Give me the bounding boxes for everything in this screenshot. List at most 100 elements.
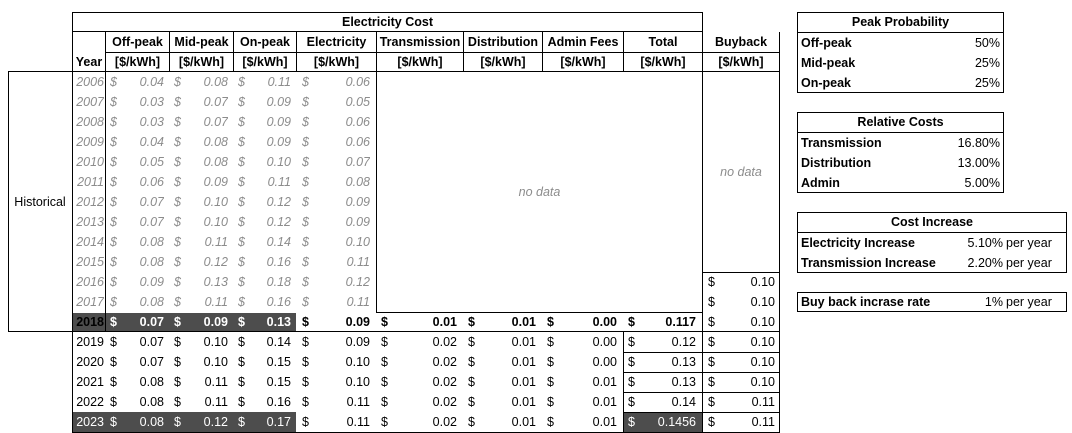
mid-value[interactable]: 0.11 <box>204 395 228 409</box>
currency-symbol[interactable]: $ <box>174 255 181 269</box>
year-cell[interactable]: 2015 <box>76 255 104 269</box>
trans-value[interactable]: 0.02 <box>432 415 457 429</box>
currency-symbol[interactable]: $ <box>302 295 309 309</box>
unit-header[interactable]: [$/kWh] <box>718 55 764 69</box>
side-label[interactable]: Transmission <box>801 136 882 150</box>
year-cell[interactable]: 2012 <box>76 195 104 209</box>
unit-header[interactable]: [$/kWh] <box>480 55 526 69</box>
currency-symbol[interactable]: $ <box>302 195 309 209</box>
trans-value[interactable]: 0.02 <box>432 335 457 349</box>
currency-symbol[interactable]: $ <box>110 335 117 349</box>
off-value[interactable]: 0.09 <box>139 275 164 289</box>
currency-symbol[interactable]: $ <box>110 355 117 369</box>
unit-header[interactable]: [$/kWh] <box>242 55 288 69</box>
currency-symbol[interactable]: $ <box>302 255 309 269</box>
side-label[interactable]: On-peak <box>801 76 852 90</box>
elec-value[interactable]: 0.05 <box>345 95 370 109</box>
total-header[interactable]: Total <box>648 35 678 49</box>
currency-symbol[interactable]: $ <box>238 115 245 129</box>
currency-symbol[interactable]: $ <box>302 315 309 329</box>
buyback-value[interactable]: 0.10 <box>750 375 775 389</box>
buyback-value[interactable]: 0.11 <box>751 395 775 409</box>
currency-symbol[interactable]: $ <box>110 315 117 329</box>
currency-symbol[interactable]: $ <box>238 315 245 329</box>
mid-value[interactable]: 0.10 <box>203 355 228 369</box>
off-value[interactable]: 0.04 <box>139 75 164 89</box>
currency-symbol[interactable]: $ <box>302 215 309 229</box>
on-value[interactable]: 0.16 <box>266 295 291 309</box>
mid-value[interactable]: 0.10 <box>203 215 228 229</box>
off-value[interactable]: 0.07 <box>139 355 164 369</box>
off-value[interactable]: 0.08 <box>139 375 164 389</box>
unit-header[interactable]: [$/kWh] <box>640 55 686 69</box>
currency-symbol[interactable]: $ <box>302 375 309 389</box>
mid-value[interactable]: 0.08 <box>203 75 228 89</box>
mid-value[interactable]: 0.12 <box>203 415 228 429</box>
table-title[interactable]: Electricity Cost <box>341 15 433 29</box>
year-cell[interactable]: 2009 <box>76 135 104 149</box>
currency-symbol[interactable]: $ <box>110 215 117 229</box>
currency-symbol[interactable]: $ <box>547 335 554 349</box>
on-value[interactable]: 0.18 <box>266 275 291 289</box>
side-value[interactable]: 50% <box>974 36 1000 50</box>
total-value[interactable]: 0.14 <box>671 395 696 409</box>
currency-symbol[interactable]: $ <box>174 375 181 389</box>
currency-symbol[interactable]: $ <box>238 395 245 409</box>
year-cell[interactable]: 2008 <box>76 115 104 129</box>
off-value[interactable]: 0.07 <box>139 195 164 209</box>
off-value[interactable]: 0.08 <box>139 415 164 429</box>
off-value[interactable]: 0.08 <box>139 395 164 409</box>
currency-symbol[interactable]: $ <box>174 135 181 149</box>
elec-value[interactable]: 0.06 <box>345 75 370 89</box>
currency-symbol[interactable]: $ <box>547 315 554 329</box>
currency-symbol[interactable]: $ <box>174 155 181 169</box>
total-value[interactable]: 0.13 <box>671 355 696 369</box>
currency-symbol[interactable]: $ <box>238 175 245 189</box>
distribution-header[interactable]: Distribution <box>467 35 539 49</box>
currency-symbol[interactable]: $ <box>628 315 635 329</box>
off-value[interactable]: 0.06 <box>139 175 164 189</box>
off-value[interactable]: 0.07 <box>139 335 164 349</box>
currency-symbol[interactable]: $ <box>547 375 554 389</box>
mid-value[interactable]: 0.13 <box>203 275 228 289</box>
on-value[interactable]: 0.15 <box>266 375 291 389</box>
side-label[interactable]: Mid-peak <box>801 56 856 70</box>
currency-symbol[interactable]: $ <box>468 415 475 429</box>
currency-symbol[interactable]: $ <box>174 295 181 309</box>
side-value[interactable]: 25% <box>974 76 1000 90</box>
year-cell[interactable]: 2022 <box>76 395 104 409</box>
side-value[interactable]: 2.20% <box>967 256 1003 270</box>
currency-symbol[interactable]: $ <box>238 335 245 349</box>
mid-value[interactable]: 0.09 <box>203 175 228 189</box>
currency-symbol[interactable]: $ <box>174 215 181 229</box>
elec-value[interactable]: 0.08 <box>345 175 370 189</box>
historical-label[interactable]: Historical <box>14 195 66 209</box>
year-cell[interactable]: 2018 <box>76 315 104 329</box>
year-cell[interactable]: 2010 <box>76 155 104 169</box>
mid-value[interactable]: 0.12 <box>203 255 228 269</box>
year-cell[interactable]: 2020 <box>76 355 104 369</box>
currency-symbol[interactable]: $ <box>302 75 309 89</box>
trans-value[interactable]: 0.01 <box>432 315 457 329</box>
buyback-value[interactable]: 0.10 <box>750 275 775 289</box>
onpeak-header[interactable]: On-peak <box>239 35 290 49</box>
side-label[interactable]: Electricity Increase <box>801 236 915 250</box>
currency-symbol[interactable]: $ <box>238 215 245 229</box>
currency-symbol[interactable]: $ <box>174 115 181 129</box>
buyback-value[interactable]: 0.10 <box>750 335 775 349</box>
elec-value[interactable]: 0.11 <box>346 295 370 309</box>
currency-symbol[interactable]: $ <box>628 375 635 389</box>
dist-value[interactable]: 0.01 <box>511 375 536 389</box>
mid-value[interactable]: 0.07 <box>203 95 228 109</box>
on-value[interactable]: 0.11 <box>267 75 291 89</box>
on-value[interactable]: 0.11 <box>267 175 291 189</box>
dist-value[interactable]: 0.01 <box>511 355 536 369</box>
currency-symbol[interactable]: $ <box>238 375 245 389</box>
currency-symbol[interactable]: $ <box>302 155 309 169</box>
currency-symbol[interactable]: $ <box>110 235 117 249</box>
mid-value[interactable]: 0.11 <box>204 295 228 309</box>
currency-symbol[interactable]: $ <box>302 355 309 369</box>
elec-value[interactable]: 0.09 <box>345 195 370 209</box>
mid-value[interactable]: 0.10 <box>203 195 228 209</box>
buyback-value[interactable]: 0.10 <box>750 295 775 309</box>
